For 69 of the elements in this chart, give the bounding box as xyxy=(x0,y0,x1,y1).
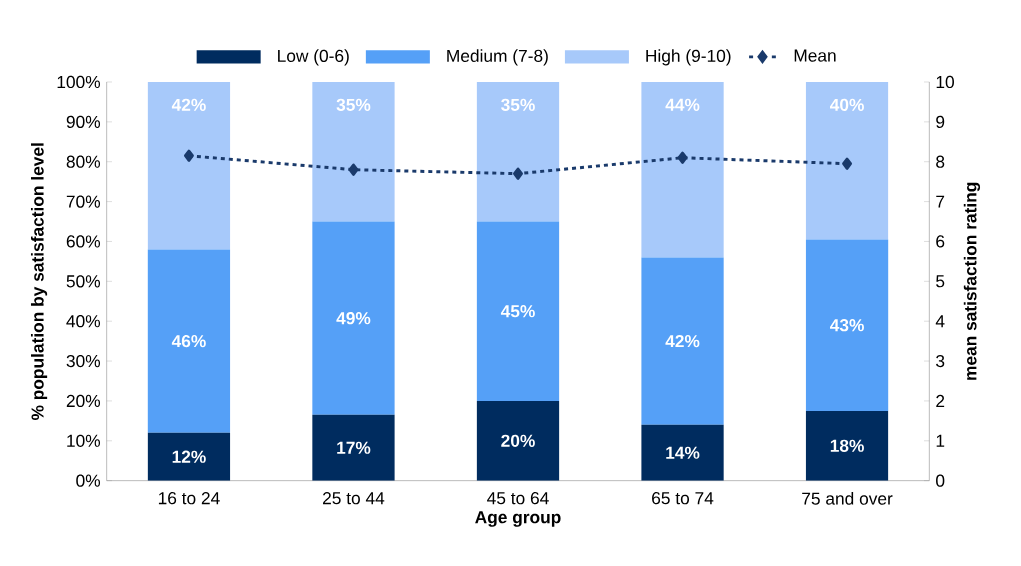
x-tick-label: 16 to 24 xyxy=(158,492,220,505)
x-axis-title: Age group xyxy=(475,511,561,527)
y-tick-label: 10% xyxy=(67,434,101,447)
data-label: 42% xyxy=(665,335,700,348)
data-label: 35% xyxy=(336,98,371,111)
y2-tick-label: 1 xyxy=(936,434,945,447)
y2-tick-label: 5 xyxy=(936,275,945,288)
point xyxy=(348,163,359,176)
bar xyxy=(805,410,889,481)
y2-tick-label: 10 xyxy=(936,75,954,89)
y2-tick-label: 4 xyxy=(935,315,945,328)
data-label: 17% xyxy=(337,441,371,454)
point xyxy=(842,157,853,170)
y2-tick-label: 0 xyxy=(936,474,945,487)
data-label: 18% xyxy=(830,439,864,452)
data-label: 44% xyxy=(665,98,700,111)
data-label: 42% xyxy=(171,98,206,111)
bar xyxy=(312,414,395,481)
point xyxy=(183,149,194,162)
bar xyxy=(312,221,395,415)
bar xyxy=(641,257,724,425)
y-axis-title: % population by satisfaction level xyxy=(30,143,48,421)
y2-tick-label: 2 xyxy=(936,394,945,407)
data-label: 43% xyxy=(829,319,864,332)
y2-tick-label: 6 xyxy=(936,235,945,248)
bar xyxy=(805,81,889,240)
y2-axis-title: mean satisfaction rating xyxy=(963,182,981,380)
y2-tick-label: 9 xyxy=(936,115,945,128)
x-tick-label: 25 to 44 xyxy=(323,492,385,505)
bar xyxy=(312,81,395,222)
point xyxy=(513,167,523,180)
data-label: 40% xyxy=(829,98,864,111)
bar xyxy=(476,81,560,222)
bar xyxy=(476,221,560,401)
x-tick-label: 65 to 74 xyxy=(652,492,714,505)
y2-tick-label: 3 xyxy=(936,354,945,368)
y-tick-label: 60% xyxy=(66,235,101,248)
data-label: 14% xyxy=(666,446,700,459)
y-tick-label: 20% xyxy=(66,394,101,408)
x-tick-label: 75 and over xyxy=(802,492,893,505)
y-tick-label: 30% xyxy=(66,354,101,368)
legend-label: High (9-10) xyxy=(646,49,731,66)
y2-tick-label: 8 xyxy=(936,155,945,168)
legend-label: Medium (7-8) xyxy=(447,49,548,66)
data-label: 35% xyxy=(501,98,535,111)
y2-tick-label: 7 xyxy=(936,195,945,208)
data-label: 46% xyxy=(171,334,206,348)
bar xyxy=(147,432,231,481)
y-tick-label: 70% xyxy=(66,195,101,208)
y-tick-label: 50% xyxy=(66,275,101,288)
data-label: 20% xyxy=(501,434,535,447)
y-tick-label: 100% xyxy=(57,75,101,89)
x-tick-label: 45 to 64 xyxy=(487,492,549,505)
legend-label: Mean xyxy=(794,49,836,62)
y-tick-label: 0% xyxy=(76,474,101,487)
y-tick-label: 80% xyxy=(66,155,101,168)
bar xyxy=(641,81,724,258)
y-tick-label: 90% xyxy=(66,115,101,128)
bar xyxy=(476,400,560,481)
data-label: 12% xyxy=(172,450,206,463)
bar xyxy=(147,249,231,433)
point xyxy=(677,151,688,164)
data-label: 49% xyxy=(336,312,371,325)
bar xyxy=(147,81,231,250)
bar xyxy=(641,424,724,481)
bar xyxy=(805,239,889,411)
legend-label: Low (0-6) xyxy=(278,49,349,66)
y-tick-label: 40% xyxy=(66,315,101,328)
data-label: 45% xyxy=(500,305,535,318)
